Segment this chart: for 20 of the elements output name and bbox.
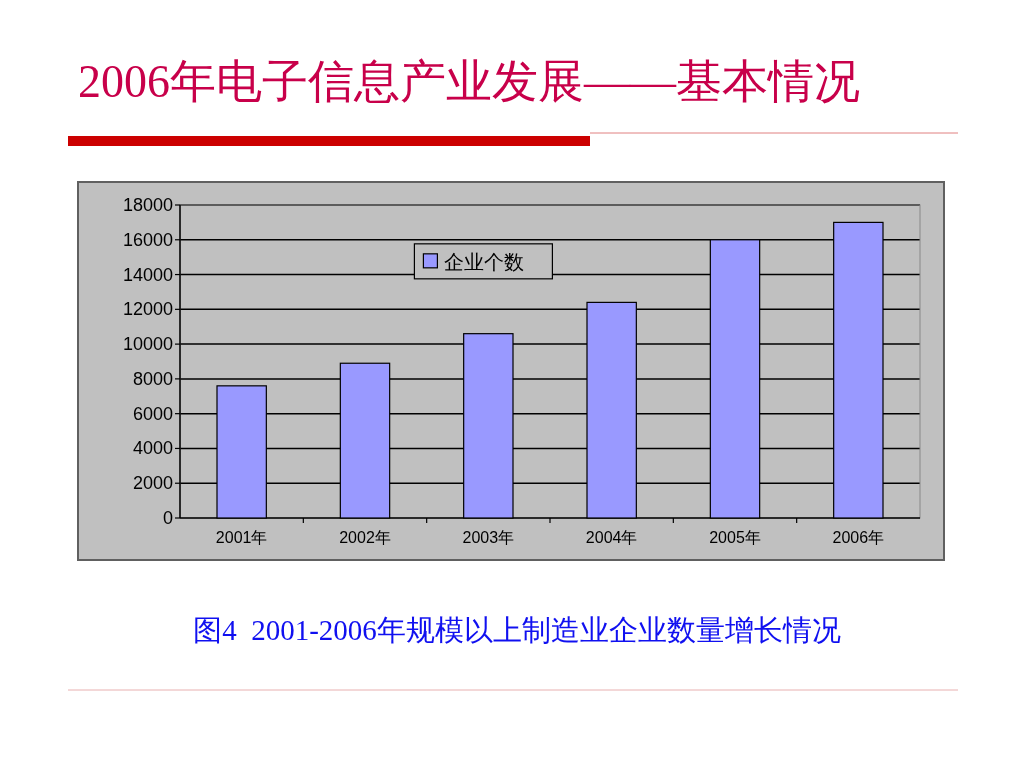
x-tick-label: 2006年: [832, 529, 885, 546]
x-tick-label: 2002年: [339, 529, 391, 546]
x-tick-label: 2005年: [709, 529, 761, 546]
y-tick-label: 2000: [132, 473, 173, 494]
y-tick-label: 14000: [122, 264, 173, 285]
y-tick-label: 10000: [122, 334, 173, 355]
y-tick-label: 6000: [132, 403, 173, 424]
legend-label: 企业个数: [444, 250, 525, 273]
caption: 图4 2001-2006年规模以上制造业企业数量增长情况: [193, 614, 841, 646]
y-tick-label: 8000: [132, 368, 173, 389]
y-tick-label: 0: [162, 508, 173, 528]
title: 2006年电子信息产业发展——基本情况: [78, 56, 860, 107]
x-tick-label: 2001年: [215, 529, 268, 546]
y-tick-label: 16000: [122, 229, 173, 250]
y-tick-label: 12000: [122, 299, 173, 320]
legend: 企业个数: [413, 243, 553, 280]
y-tick-label: 4000: [132, 438, 173, 459]
x-tick-label: 2003年: [462, 529, 515, 546]
x-tick-label: 2004年: [585, 529, 638, 546]
y-tick-label: 18000: [122, 195, 173, 215]
